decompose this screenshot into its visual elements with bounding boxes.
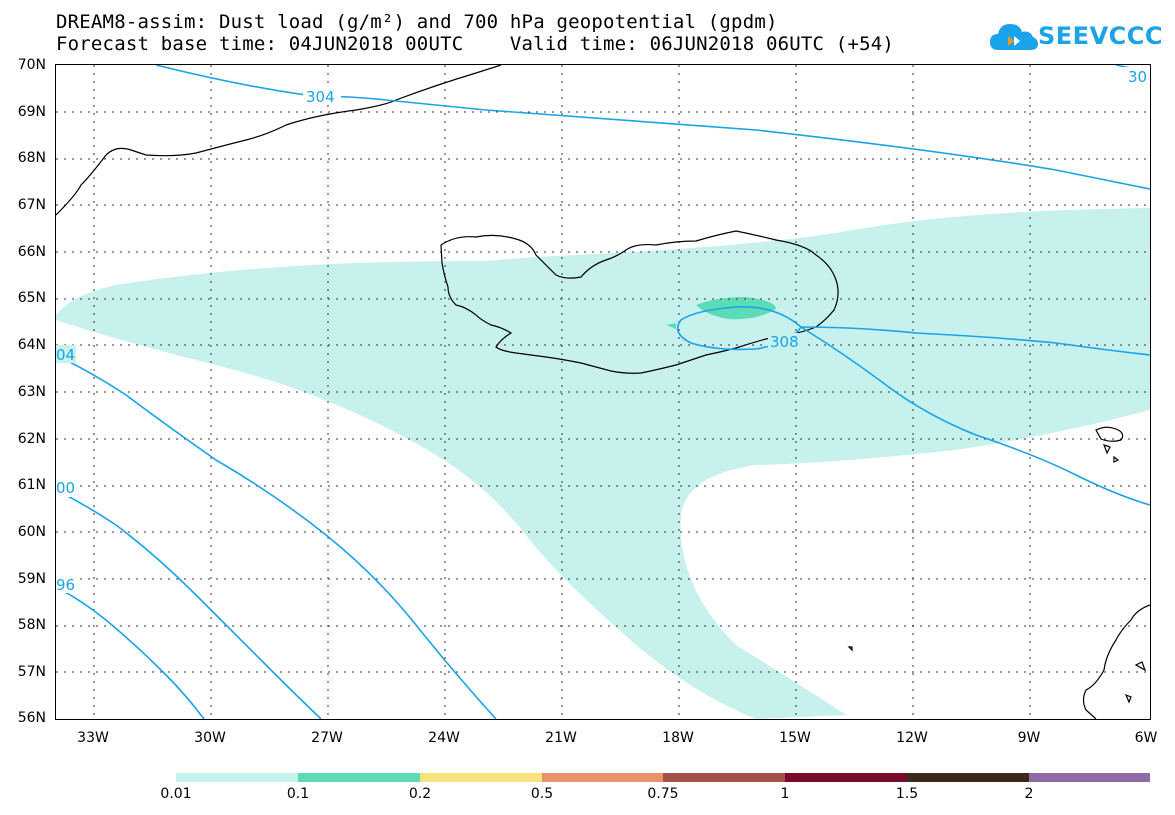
colorbar-label: 0.01 bbox=[160, 786, 192, 802]
contour-label-296: 96 bbox=[56, 576, 75, 594]
colorbar-segment bbox=[785, 773, 907, 782]
lat-label: 64N bbox=[17, 337, 46, 353]
lat-label: 66N bbox=[17, 244, 46, 260]
lon-label: 33W bbox=[77, 730, 109, 746]
contour-300 bbox=[56, 489, 322, 719]
lat-label: 59N bbox=[17, 571, 46, 587]
colorbar-segment bbox=[176, 773, 298, 782]
logo-text: SEEVCCC bbox=[1038, 22, 1163, 50]
colorbar-segment bbox=[542, 773, 663, 782]
colorbar-label: 2 bbox=[1024, 786, 1034, 802]
lat-label: 65N bbox=[17, 290, 46, 306]
contour-308-south bbox=[800, 326, 1150, 506]
contour-304-west bbox=[56, 354, 497, 719]
colorbar-label: 1 bbox=[780, 786, 790, 802]
dust-shade-low bbox=[56, 208, 1150, 719]
lon-label: 6W bbox=[1134, 730, 1158, 746]
lat-label: 62N bbox=[17, 431, 46, 447]
lon-label: 12W bbox=[896, 730, 928, 746]
dust-shade-mid-2 bbox=[666, 323, 676, 329]
rockall bbox=[847, 646, 853, 652]
colorbar-label: 0.5 bbox=[530, 786, 554, 802]
lat-label: 70N bbox=[17, 57, 46, 73]
lat-label: 60N bbox=[17, 524, 46, 540]
colorbar-segment bbox=[298, 773, 420, 782]
contour-296 bbox=[56, 586, 205, 719]
greenland-coast bbox=[56, 65, 502, 216]
lon-label: 30W bbox=[194, 730, 226, 746]
colorbar-segment bbox=[907, 773, 1029, 782]
lat-label: 68N bbox=[17, 150, 46, 166]
contour-304-north bbox=[155, 65, 1150, 190]
colorbar-segment bbox=[420, 773, 542, 782]
colorbar-label: 1.5 bbox=[895, 786, 919, 802]
lat-label: 56N bbox=[17, 710, 46, 726]
lon-label: 18W bbox=[662, 730, 694, 746]
contour-308-east bbox=[800, 326, 1150, 356]
lon-label: 21W bbox=[545, 730, 577, 746]
lat-label: 67N bbox=[17, 197, 46, 213]
contour-label-300: 00 bbox=[56, 479, 75, 497]
colorbar-label: 0.2 bbox=[408, 786, 432, 802]
lat-label: 63N bbox=[17, 384, 46, 400]
contour-label-308: 308 bbox=[770, 333, 799, 351]
lat-label: 57N bbox=[17, 664, 46, 680]
lat-label: 69N bbox=[17, 104, 46, 120]
colorbar-segment bbox=[1029, 773, 1150, 782]
contour-label-30: 30 bbox=[1128, 68, 1147, 86]
dust-shade-mid bbox=[696, 297, 776, 320]
colorbar-label: 0.1 bbox=[286, 786, 310, 802]
scotland-coast bbox=[1082, 604, 1150, 719]
lat-label: 58N bbox=[17, 617, 46, 633]
lat-label: 61N bbox=[17, 477, 46, 493]
geopotential-contours bbox=[56, 65, 1150, 719]
contour-label-304: 304 bbox=[306, 88, 335, 106]
faroe-coast bbox=[1095, 426, 1124, 463]
lon-label: 24W bbox=[428, 730, 460, 746]
cloud-icon bbox=[990, 24, 1038, 50]
seevccc-logo bbox=[990, 18, 1150, 58]
map-subtitle: Forecast base time: 04JUN2018 00UTC Vali… bbox=[56, 33, 895, 55]
colorbar-label: 0.75 bbox=[647, 786, 679, 802]
map-title: DREAM8-assim: Dust load (g/m²) and 700 h… bbox=[56, 11, 778, 33]
map-area: 304 308 30 04 00 96 bbox=[55, 64, 1151, 720]
contour-label-304-west: 04 bbox=[56, 346, 75, 364]
lon-label: 9W bbox=[1017, 730, 1041, 746]
colorbar-segment bbox=[663, 773, 785, 782]
lon-label: 15W bbox=[779, 730, 811, 746]
map-canvas: 304 308 30 04 00 96 bbox=[56, 65, 1150, 719]
lon-label: 27W bbox=[311, 730, 343, 746]
